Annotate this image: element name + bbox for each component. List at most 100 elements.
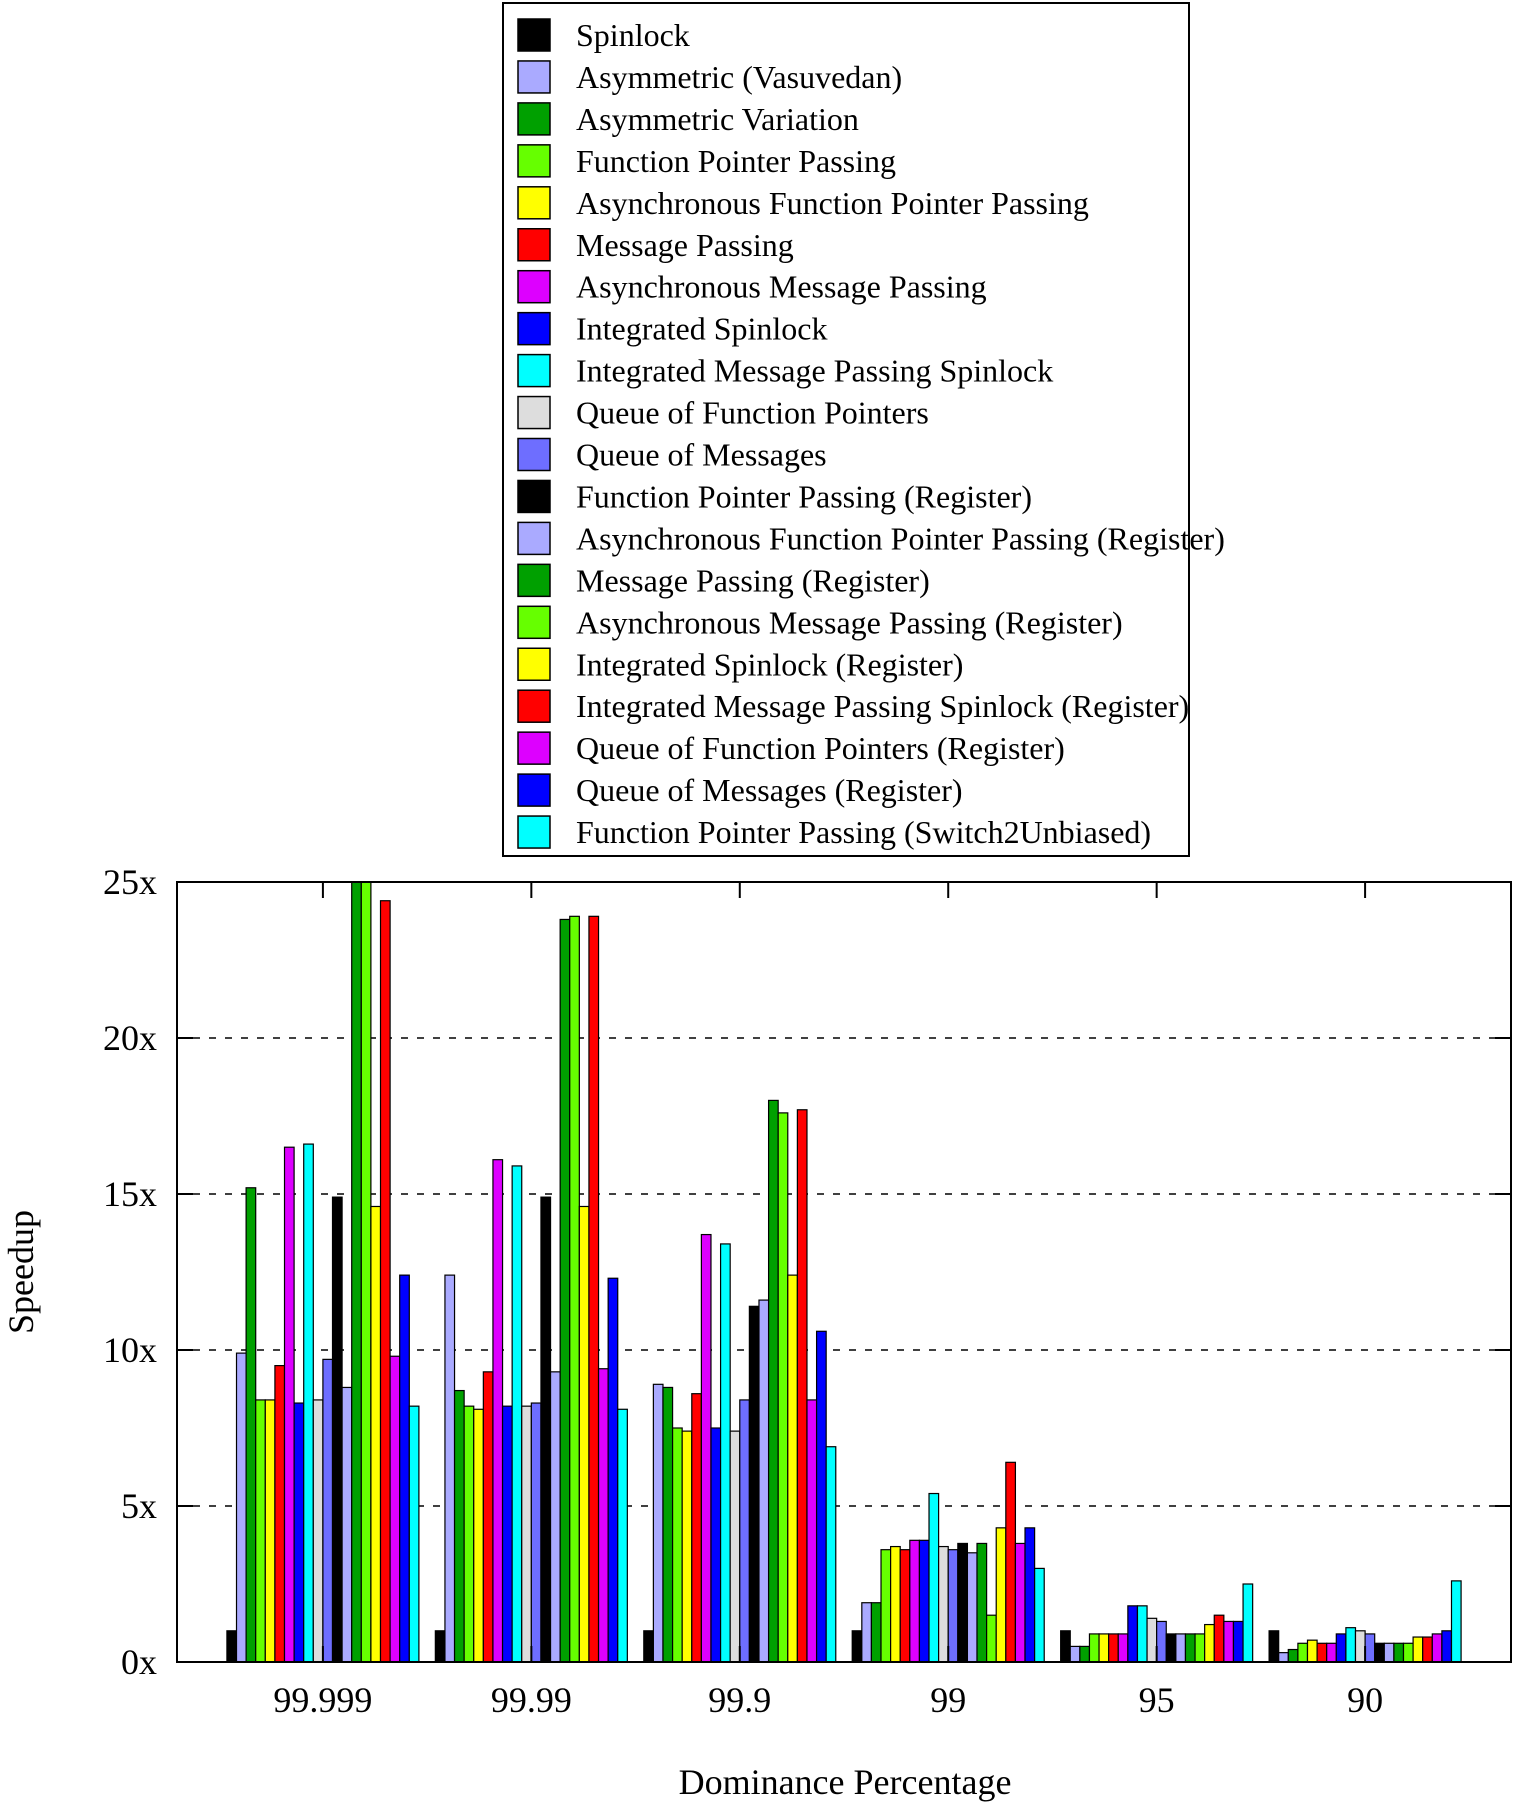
bar [1175,1633,1187,1663]
bar [796,1109,808,1663]
bar [662,1386,674,1663]
bar [815,1330,827,1663]
bar [825,1446,837,1663]
legend-swatch [517,479,551,514]
bar [700,1233,712,1663]
bar [245,1187,257,1663]
legend-frame [502,2,1190,857]
bar [283,1146,295,1663]
bar [322,1358,334,1663]
bar [511,1165,523,1663]
legend-swatch [517,228,551,262]
bar [578,1205,590,1663]
bar [312,1399,324,1663]
bar [710,1427,722,1663]
bar [1287,1648,1299,1663]
bar [399,1274,410,1663]
bar [1098,1633,1110,1663]
bar [861,1602,873,1663]
legend-swatch [517,186,551,220]
bar [729,1430,741,1663]
bar [1005,1461,1017,1663]
legend-label: Message Passing (Register) [576,562,930,598]
legend-swatch [517,563,551,598]
legend-swatch [517,605,551,640]
bar [758,1299,770,1663]
bar [1412,1636,1424,1663]
bar [549,1371,561,1663]
bar [1450,1580,1462,1663]
bar [617,1408,628,1663]
legend-label: Asymmetric (Vasuvedan) [576,59,902,95]
legend-swatch [517,689,551,723]
x-axis-label: Dominance Percentage [679,1762,1012,1802]
bar [1213,1614,1225,1663]
legend-swatch [517,269,551,304]
bar [870,1602,882,1663]
legend-label: Function Pointer Passing (Register) [576,478,1032,514]
bar [293,1402,305,1663]
bar [1364,1633,1376,1663]
legend-label: Integrated Message Passing Spinlock [576,353,1053,389]
legend-swatch [517,353,551,388]
legend-swatch [517,144,551,178]
x-tick-label: 99.999 [273,1680,372,1720]
y-axis-label: Speedup [1,1210,41,1334]
bar [408,1405,420,1663]
bar [1108,1633,1119,1663]
legend-swatch [517,815,551,849]
legend-label: Asymmetric Variation [576,101,859,137]
bar [1374,1642,1385,1663]
bar [540,1196,552,1663]
bar [1156,1620,1167,1663]
bar [341,1386,353,1663]
plot-area-frame [176,881,1512,1663]
bar [360,881,372,1663]
bar [1431,1633,1443,1663]
bar [928,1492,940,1663]
legend-swatch [517,521,551,556]
y-axis: 0x 5x 10x 15x 20x 25x [103,862,1511,1682]
legend-label: Asynchronous Function Pointer Passing [576,185,1089,221]
legend-label: Queue of Function Pointers (Register) [576,730,1065,766]
legend-label: Function Pointer Passing [576,143,896,179]
x-tick-label: 99.9 [708,1680,771,1720]
legend-label: Asynchronous Message Passing [576,269,987,305]
legend-label: Integrated Message Passing Spinlock (Reg… [576,688,1189,724]
bar [1204,1623,1215,1663]
x-tick-label: 95 [1139,1680,1175,1720]
bar [255,1399,266,1663]
bar [1024,1527,1036,1663]
bar [1354,1630,1366,1663]
bar [966,1552,978,1663]
legend-swatch [517,60,551,94]
bar [1034,1567,1045,1663]
bar [1014,1542,1026,1663]
bar [569,915,580,1663]
legend-swatch [517,395,551,430]
bar [652,1383,664,1663]
bar [1117,1633,1129,1663]
bar [787,1274,798,1663]
bar [235,1352,247,1663]
bar [331,1196,343,1663]
bar [938,1545,949,1663]
bar [1223,1620,1235,1663]
bar [1383,1642,1395,1663]
bar [909,1539,921,1663]
bar [1069,1645,1081,1663]
bar [389,1355,401,1663]
bar [1402,1642,1414,1663]
bar [226,1630,238,1663]
bar [1165,1633,1177,1663]
legend-label: Spinlock [576,17,690,53]
bar [976,1542,988,1663]
bar [1335,1633,1347,1663]
bar [1268,1630,1280,1663]
legend-label: Integrated Spinlock (Register) [576,646,963,682]
legend-swatch [517,437,551,472]
bar [986,1614,997,1663]
legend-swatch [517,311,551,346]
legend-label: Asynchronous Message Passing (Register) [576,604,1123,640]
bar [264,1399,276,1663]
